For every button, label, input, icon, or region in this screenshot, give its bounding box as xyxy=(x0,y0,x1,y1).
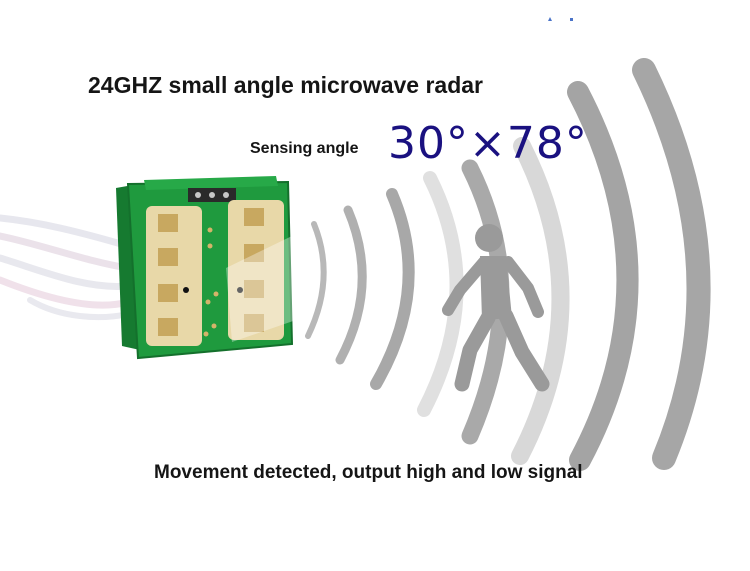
wave-1 xyxy=(305,221,327,339)
sensing-angle-label: Sensing angle xyxy=(250,140,359,157)
radar-module-icon xyxy=(116,176,296,360)
antenna-panel-right xyxy=(228,200,284,340)
corner-marks xyxy=(548,17,573,21)
wave-8 xyxy=(632,58,711,470)
wave-7 xyxy=(567,81,639,471)
person-leg-front xyxy=(498,308,550,392)
wave-2 xyxy=(335,205,367,365)
cable-bundle xyxy=(0,214,132,320)
glare xyxy=(226,236,296,342)
walking-person-icon xyxy=(442,224,550,392)
person-arm-back xyxy=(442,256,490,316)
page-title: 24GHZ small angle microwave radar xyxy=(88,72,484,98)
caption: Movement detected, output high and low s… xyxy=(154,462,583,483)
person-arm-front xyxy=(502,256,544,318)
pcb-top-edge xyxy=(144,176,278,190)
person-head xyxy=(475,224,503,252)
wave-6 xyxy=(511,137,570,465)
person-torso xyxy=(480,256,512,320)
person-leg-back xyxy=(454,310,496,392)
wave-3 xyxy=(370,188,415,390)
antenna-panel-left xyxy=(146,206,202,346)
sensing-angle-value: 30°×78° xyxy=(388,118,588,169)
